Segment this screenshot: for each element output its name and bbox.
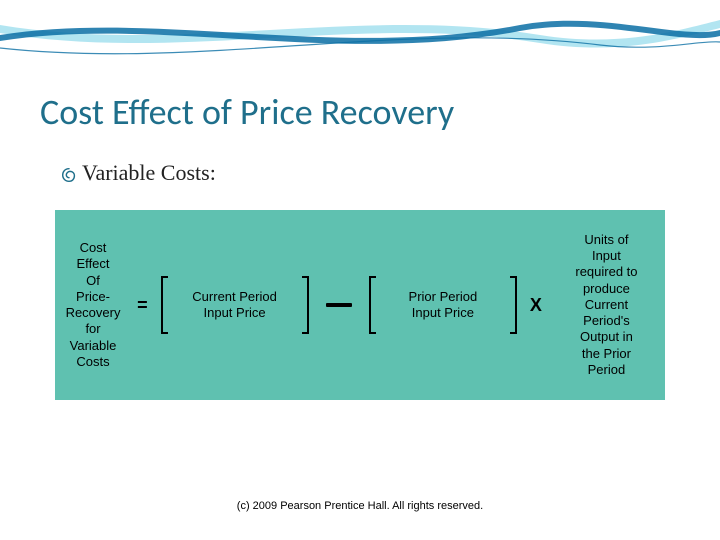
multiply-sign: X (524, 295, 548, 316)
formula-rhs: Units of Input required to produce Curre… (548, 230, 665, 380)
formula-term2: Prior Period Input Price (378, 287, 508, 324)
slide-title: Cost Effect of Price Recovery (40, 90, 454, 134)
subtitle-line: Variable Costs: (60, 160, 216, 186)
term1-group: Current Period Input Price (154, 267, 316, 343)
right-bracket-icon (300, 275, 312, 335)
copyright-footer: (c) 2009 Pearson Prentice Hall. All righ… (0, 500, 720, 512)
header-swoosh (0, 0, 720, 80)
formula-term1: Current Period Input Price (170, 287, 300, 324)
equals-sign: = (131, 295, 154, 316)
left-bracket-icon (366, 275, 378, 335)
minus-sign (326, 303, 352, 307)
right-bracket-icon (508, 275, 520, 335)
swirl-bullet-icon (60, 166, 78, 184)
term2-group: Prior Period Input Price (362, 267, 524, 343)
subtitle-text: Variable Costs: (82, 160, 216, 185)
formula-box: Cost Effect Of Price- Recovery for Varia… (55, 210, 665, 400)
formula-lhs: Cost Effect Of Price- Recovery for Varia… (55, 238, 131, 372)
left-bracket-icon (158, 275, 170, 335)
